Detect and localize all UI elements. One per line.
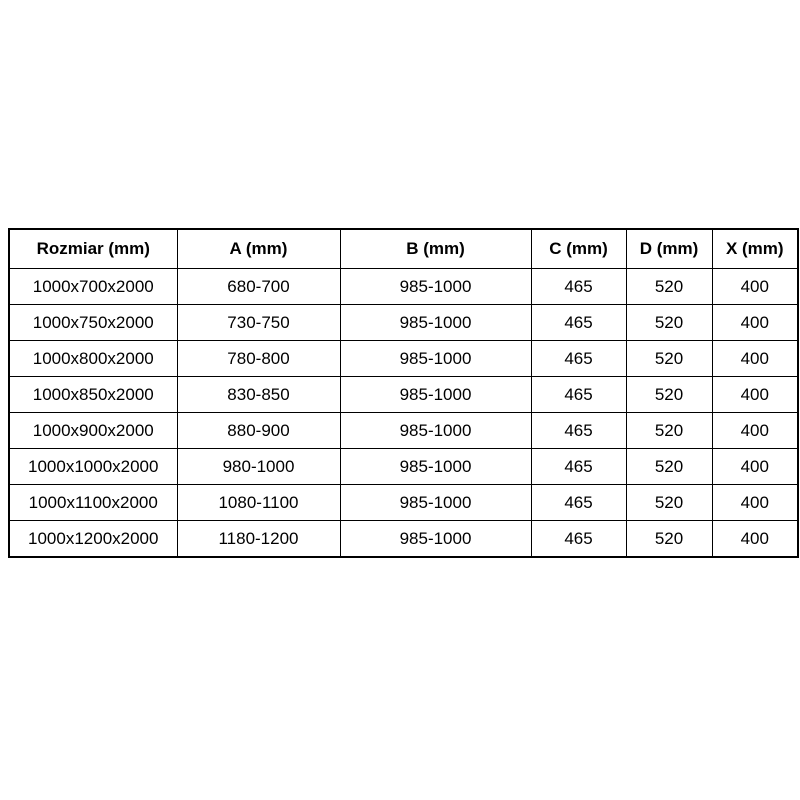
column-header-rozmiar: Rozmiar (mm) (8, 228, 178, 269)
a-cell: 680-700 (176, 268, 341, 305)
a-cell: 780-800 (176, 340, 341, 377)
size-cell: 1000x1200x2000 (8, 520, 178, 558)
table-row: 1000x700x2000 680-700 985-1000 465 520 4… (8, 268, 799, 305)
table-row: 1000x900x2000 880-900 985-1000 465 520 4… (8, 412, 799, 449)
b-cell: 985-1000 (339, 484, 532, 521)
d-cell: 520 (625, 304, 713, 341)
b-cell: 985-1000 (339, 376, 532, 413)
x-cell: 400 (711, 304, 799, 341)
a-cell: 980-1000 (176, 448, 341, 485)
b-cell: 985-1000 (339, 448, 532, 485)
b-cell: 985-1000 (339, 268, 532, 305)
c-cell: 465 (530, 304, 627, 341)
x-cell: 400 (711, 448, 799, 485)
size-cell: 1000x850x2000 (8, 376, 178, 413)
table-row: 1000x1200x2000 1180-1200 985-1000 465 52… (8, 520, 799, 558)
table-row: 1000x1000x2000 980-1000 985-1000 465 520… (8, 448, 799, 485)
table-row: 1000x750x2000 730-750 985-1000 465 520 4… (8, 304, 799, 341)
d-cell: 520 (625, 484, 713, 521)
size-cell: 1000x750x2000 (8, 304, 178, 341)
x-cell: 400 (711, 484, 799, 521)
size-cell: 1000x700x2000 (8, 268, 178, 305)
b-cell: 985-1000 (339, 412, 532, 449)
column-header-x: X (mm) (711, 228, 799, 269)
d-cell: 520 (625, 376, 713, 413)
d-cell: 520 (625, 520, 713, 558)
dimensions-table: Rozmiar (mm) A (mm) B (mm) C (mm) D (mm)… (8, 228, 799, 558)
table-row: 1000x1100x2000 1080-1100 985-1000 465 52… (8, 484, 799, 521)
a-cell: 730-750 (176, 304, 341, 341)
size-cell: 1000x1000x2000 (8, 448, 178, 485)
c-cell: 465 (530, 412, 627, 449)
c-cell: 465 (530, 448, 627, 485)
d-cell: 520 (625, 412, 713, 449)
column-header-b: B (mm) (339, 228, 532, 269)
c-cell: 465 (530, 520, 627, 558)
d-cell: 520 (625, 268, 713, 305)
table-row: 1000x850x2000 830-850 985-1000 465 520 4… (8, 376, 799, 413)
size-cell: 1000x800x2000 (8, 340, 178, 377)
column-header-d: D (mm) (625, 228, 713, 269)
a-cell: 1180-1200 (176, 520, 341, 558)
c-cell: 465 (530, 340, 627, 377)
x-cell: 400 (711, 520, 799, 558)
column-header-a: A (mm) (176, 228, 341, 269)
d-cell: 520 (625, 448, 713, 485)
b-cell: 985-1000 (339, 340, 532, 377)
table-row: 1000x800x2000 780-800 985-1000 465 520 4… (8, 340, 799, 377)
size-cell: 1000x1100x2000 (8, 484, 178, 521)
d-cell: 520 (625, 340, 713, 377)
a-cell: 1080-1100 (176, 484, 341, 521)
a-cell: 880-900 (176, 412, 341, 449)
size-cell: 1000x900x2000 (8, 412, 178, 449)
c-cell: 465 (530, 484, 627, 521)
c-cell: 465 (530, 376, 627, 413)
x-cell: 400 (711, 268, 799, 305)
x-cell: 400 (711, 340, 799, 377)
b-cell: 985-1000 (339, 304, 532, 341)
x-cell: 400 (711, 376, 799, 413)
column-header-c: C (mm) (530, 228, 627, 269)
b-cell: 985-1000 (339, 520, 532, 558)
header-row: Rozmiar (mm) A (mm) B (mm) C (mm) D (mm)… (8, 228, 799, 269)
a-cell: 830-850 (176, 376, 341, 413)
c-cell: 465 (530, 268, 627, 305)
x-cell: 400 (711, 412, 799, 449)
